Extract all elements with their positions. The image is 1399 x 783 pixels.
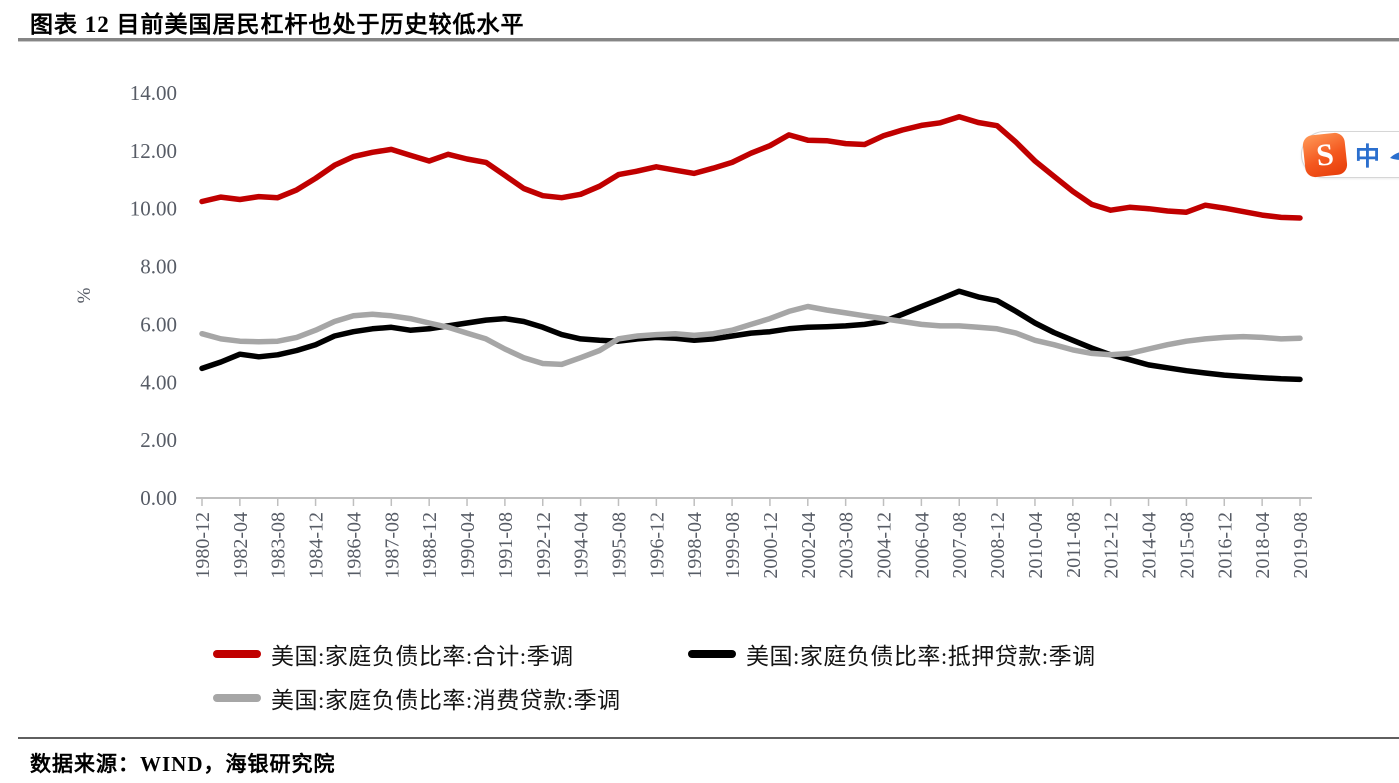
black-line-swatch-icon: [688, 650, 736, 658]
x-tick-label: 1992-12: [533, 512, 555, 579]
x-tick-label: 1996-12: [646, 512, 668, 579]
y-tick-label: 10.00: [130, 197, 177, 221]
legend-item-total: 美国:家庭负债比率:合计:季调: [213, 636, 574, 672]
x-tick-label: 1991-08: [495, 512, 517, 579]
legend-label-total: 美国:家庭负债比率:合计:季调: [271, 644, 574, 669]
red-line-swatch-icon: [213, 650, 261, 658]
x-tick-label: 1995-08: [608, 512, 630, 579]
translate-plugin-widget[interactable]: S 中: [1301, 131, 1399, 178]
series-line-2: [199, 303, 1303, 368]
legend-item-consumer: 美国:家庭负债比率:消费贷款:季调: [213, 680, 621, 716]
y-tick-label: 2.00: [140, 428, 177, 452]
x-tick-label: 2019-08: [1290, 512, 1312, 579]
y-tick-label: 14.00: [130, 81, 177, 105]
y-tick-label: 4.00: [140, 370, 177, 394]
x-tick-label: 1982-04: [230, 512, 252, 579]
top-divider: [18, 38, 1399, 42]
chinese-language-label[interactable]: 中: [1355, 142, 1381, 171]
x-tick-label: 2012-12: [1101, 512, 1123, 579]
legend-label-mortgage: 美国:家庭负债比率:抵押贷款:季调: [746, 644, 1096, 669]
x-tick-label: 1998-04: [684, 512, 706, 579]
series-line-0: [199, 113, 1303, 221]
x-tick-label: 2006-04: [911, 512, 933, 579]
y-tick-label: 8.00: [140, 255, 177, 279]
x-tick-label: 1988-12: [419, 512, 441, 579]
x-tick-label: 2003-08: [836, 512, 858, 579]
chart-title: 图表 12 目前美国居民杠杆也处于历史较低水平: [30, 12, 525, 37]
x-tick-label: 1990-04: [457, 512, 479, 579]
sogou-logo-icon[interactable]: S: [1301, 131, 1349, 178]
y-tick-label: 12.00: [130, 139, 177, 163]
bottom-divider: [18, 737, 1399, 739]
x-tick-label: 1986-04: [343, 512, 365, 579]
x-tick-label: 2010-04: [1025, 512, 1047, 579]
x-tick-label: 2016-12: [1214, 512, 1236, 579]
x-tick-label: 2004-12: [874, 512, 896, 579]
x-tick-label: 2014-04: [1139, 512, 1161, 579]
line-chart: 0.00 2.00 4.00 6.00 8.00 10.00 12.00 14.00% 1980…: [74, 81, 1312, 579]
x-tick-label: 2002-04: [798, 512, 820, 579]
x-tick-label: 1987-08: [381, 512, 403, 579]
x-tick-label: 2015-08: [1176, 512, 1198, 579]
x-tick-label: 1980-12: [192, 512, 214, 579]
data-source: 数据来源：WIND，海银研究院: [30, 752, 336, 776]
x-tick-label: 2018-04: [1252, 512, 1274, 579]
x-tick-label: 1983-08: [268, 512, 290, 579]
y-tick-label: 6.00: [140, 312, 177, 336]
x-tick-label: 2007-08: [949, 512, 971, 579]
x-tick-label: 2011-08: [1063, 512, 1085, 578]
x-tick-label: 2000-12: [760, 512, 782, 579]
x-tick-label: 1994-04: [571, 512, 593, 579]
legend-label-consumer: 美国:家庭负债比率:消费贷款:季调: [271, 688, 621, 713]
gray-line-swatch-icon: [213, 694, 261, 702]
y-tick-label: 0.00: [140, 486, 177, 510]
x-tick-label: 2008-12: [987, 512, 1009, 579]
x-tick-label: 1984-12: [306, 512, 328, 579]
y-axis-unit-label: %: [74, 287, 95, 303]
legend-item-mortgage: 美国:家庭负债比率:抵押贷款:季调: [688, 636, 1096, 672]
x-tick-label: 1999-08: [722, 512, 744, 579]
swoosh-arrow-icon[interactable]: [1388, 142, 1399, 168]
series-line-1: [199, 288, 1303, 383]
